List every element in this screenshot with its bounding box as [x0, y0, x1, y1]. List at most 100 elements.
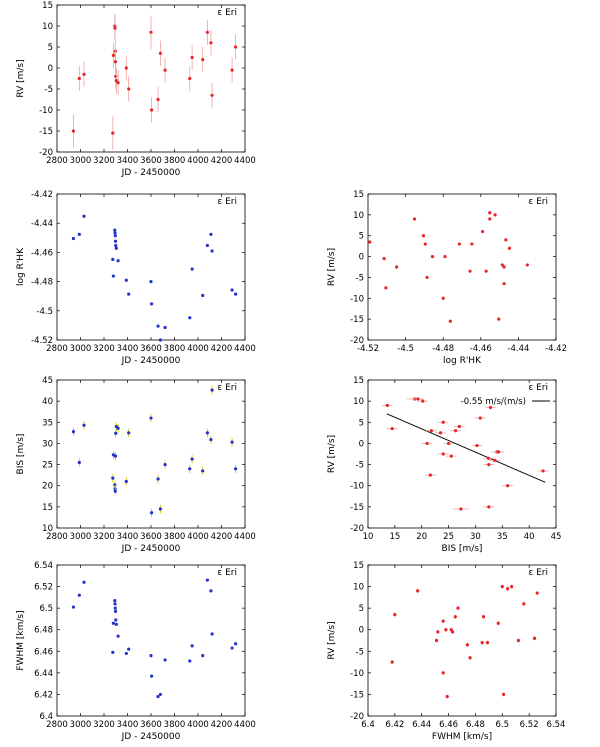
p3-point	[484, 269, 488, 273]
p7-point	[502, 692, 506, 697]
p6-point	[111, 650, 115, 654]
p3-point	[423, 242, 427, 246]
p1-xtick-label: 4200	[211, 156, 233, 166]
p6-point	[188, 659, 192, 663]
p3-ytick-label: -20	[350, 336, 364, 346]
p6-point	[190, 644, 194, 648]
p7-point	[445, 694, 449, 699]
p6-point	[156, 694, 160, 699]
p4-point	[149, 511, 154, 515]
p2-xtick-label: 3600	[140, 344, 162, 354]
p5-point	[478, 416, 482, 420]
p1-xtick-label: 3800	[164, 156, 186, 166]
p6-ylabel: FWHM [km/s]	[16, 610, 26, 670]
p4-ytick-label: 45	[42, 376, 53, 386]
p6-point	[114, 622, 118, 626]
p2-ytick-label: -4.5	[36, 307, 53, 317]
p7-point	[532, 636, 537, 640]
p1-ytick-label: -10	[39, 106, 53, 116]
p4-xtick-label: 4400	[234, 532, 256, 542]
p2-point	[209, 232, 213, 236]
p7-ytick-label: -20	[350, 712, 364, 722]
p4-point	[82, 423, 86, 427]
p3-ylabel: RV [m/s]	[327, 248, 337, 286]
p3-point	[470, 242, 474, 246]
p4-point	[111, 476, 115, 480]
p4-xtick-label: 3000	[70, 532, 92, 542]
p5-ylabel: RV [m/s]	[327, 435, 337, 473]
p1-ytick-label: -15	[39, 127, 53, 137]
p6-point	[116, 634, 120, 638]
p6-point	[114, 618, 118, 622]
p1-ytick-label: 0	[48, 64, 53, 74]
p6-point	[149, 654, 153, 658]
p1-point	[124, 66, 128, 70]
p2-xtick-label: 4400	[234, 344, 256, 354]
p5-point	[429, 429, 433, 433]
p3-ytick-label: 10	[353, 211, 364, 221]
p6-point	[158, 692, 162, 697]
p1-point	[156, 97, 160, 102]
p3-point	[502, 282, 506, 286]
p1-star-label: ε Eri	[217, 8, 237, 18]
p4-xtick-label: 2800	[46, 532, 68, 542]
p2-xtick-label: 4000	[187, 344, 209, 354]
p5-point	[416, 397, 420, 401]
p4-point	[116, 426, 120, 430]
p1-point	[209, 41, 213, 45]
p4-point	[163, 462, 167, 467]
p3-point	[384, 286, 388, 290]
p3-point	[504, 238, 508, 242]
p5-ytick-label: -20	[350, 524, 364, 534]
p3-xtick-label: -4.52	[357, 344, 379, 354]
p7-ytick-label: -10	[350, 669, 364, 679]
p2-point	[149, 280, 153, 284]
p6-xlabel: JD - 2450000	[121, 732, 181, 742]
p7-point	[436, 630, 440, 634]
p2-point	[111, 274, 115, 278]
p1-ytick-label: -5	[45, 85, 53, 95]
p2-xtick-label: 2800	[46, 344, 68, 354]
p6-point	[82, 580, 86, 584]
p7-point	[480, 641, 484, 645]
p3-point	[468, 269, 472, 273]
p5-point	[453, 429, 458, 433]
p6-point	[205, 578, 209, 582]
p3-ytick-label: 0	[359, 253, 364, 263]
p1-point	[82, 72, 86, 76]
p4-point	[158, 507, 162, 511]
p2-point	[71, 236, 76, 241]
p2-ytick-label: -4.42	[31, 190, 53, 200]
p6-xtick-label: 3600	[140, 720, 162, 730]
p7-xtick-label: 6.42	[385, 720, 404, 730]
p7-xlabel: FWHM [km/s]	[432, 732, 492, 742]
p4-point	[188, 467, 192, 471]
p5-point	[488, 405, 493, 410]
p5-point	[446, 441, 451, 446]
p5-ytick-label: -10	[350, 482, 364, 492]
p5-xtick-label: 40	[524, 532, 535, 542]
p6-point	[234, 642, 238, 646]
p2-point	[113, 239, 118, 243]
p3-ytick-label: 15	[353, 190, 364, 200]
p2-point	[113, 231, 117, 235]
p2-ytick-label: -4.48	[31, 278, 53, 288]
p4-point	[209, 438, 213, 442]
p4-point	[114, 431, 118, 435]
p6-point	[113, 602, 117, 606]
p2-point	[163, 325, 167, 330]
p3-ytick-label: -15	[350, 315, 364, 325]
p7-point	[516, 638, 521, 643]
p6-point	[201, 654, 205, 658]
p5-ytick-label: 5	[359, 418, 364, 428]
p1-ytick-label: 5	[48, 43, 53, 53]
p4-point	[205, 431, 209, 435]
p2-point	[230, 288, 234, 292]
p1-point	[127, 87, 131, 91]
p3-xtick-label: -4.5	[397, 344, 414, 354]
p6-ytick-label: 6.46	[34, 647, 53, 657]
p2-point	[149, 302, 154, 306]
p2-xtick-label: 3200	[93, 344, 115, 354]
p1-point	[149, 30, 153, 34]
p5-point	[425, 441, 429, 446]
